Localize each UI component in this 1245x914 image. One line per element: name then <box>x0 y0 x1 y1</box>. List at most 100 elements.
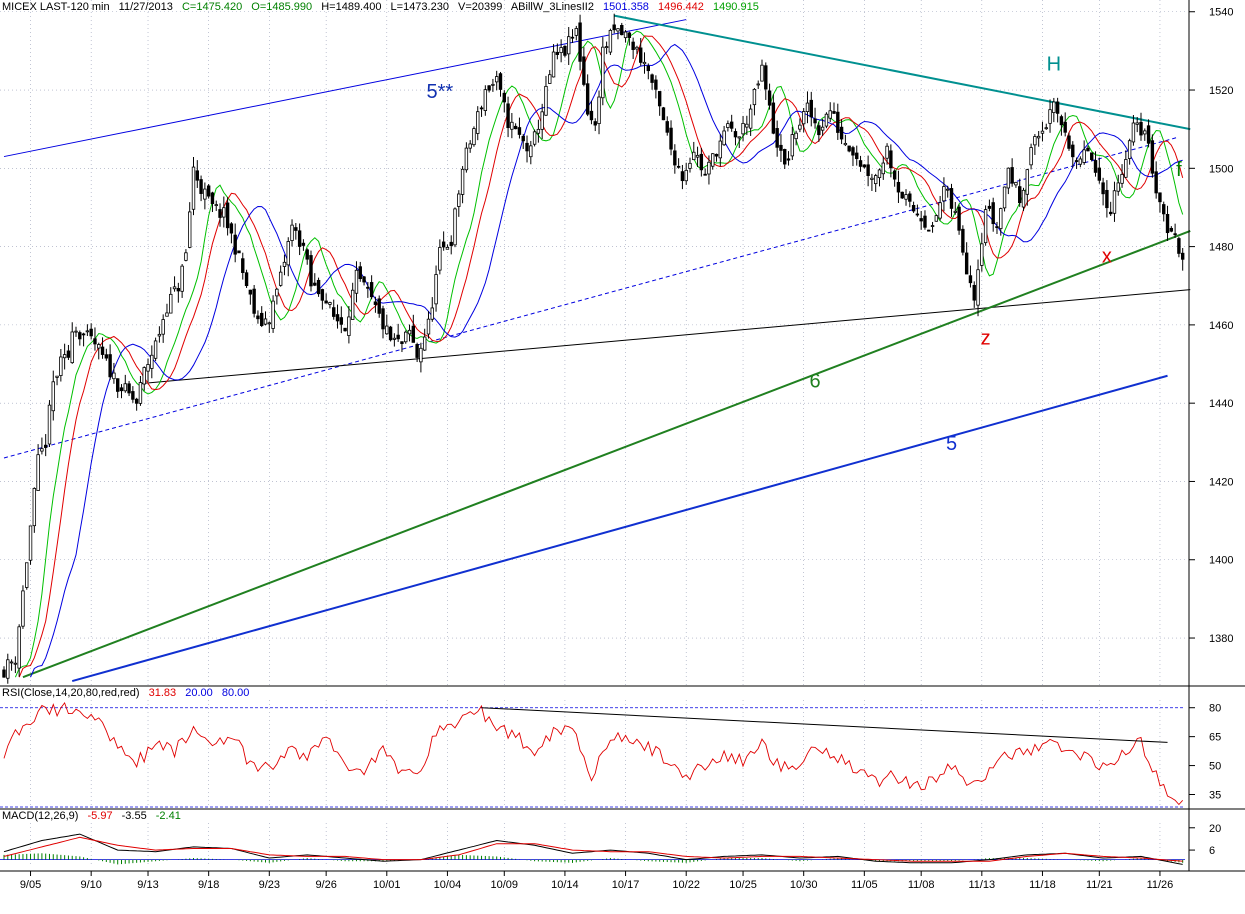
macd-panel <box>0 833 1185 865</box>
candle-body <box>271 300 275 329</box>
candle-body <box>51 381 55 412</box>
candle-body <box>1018 186 1022 204</box>
candle-body <box>309 255 313 287</box>
candle-body <box>347 316 351 336</box>
candle-body <box>665 121 669 133</box>
candle-body <box>843 142 848 146</box>
candle-body <box>1063 121 1067 133</box>
candle-body <box>946 188 950 191</box>
open-value: O=1485.990 <box>251 1 313 13</box>
candle-body <box>627 32 632 38</box>
candle-body <box>881 162 885 175</box>
rsi-low-level: 20.00 <box>185 687 213 699</box>
candle-body <box>741 123 745 135</box>
candle-body <box>540 111 544 130</box>
candle-body <box>729 121 734 129</box>
candle-body <box>783 148 787 165</box>
candle-body <box>430 307 434 320</box>
candle-body <box>388 326 393 341</box>
y-tick-label: 1460 <box>1209 320 1233 332</box>
volume-value: V=20399 <box>458 1 503 13</box>
candle-body <box>297 230 302 247</box>
candle-body <box>62 354 67 359</box>
candle-body <box>676 165 681 168</box>
candle-body <box>260 312 264 326</box>
x-tick-label: 10/17 <box>612 879 640 891</box>
candle-body <box>494 76 499 83</box>
candle-body <box>1093 160 1098 173</box>
candle-body <box>548 74 552 84</box>
candle-body <box>1165 213 1170 234</box>
candle-body <box>976 269 980 306</box>
candle-body <box>25 562 29 588</box>
green-trendline-6 <box>22 230 1191 679</box>
candle-body <box>1021 189 1026 208</box>
candle-body <box>532 131 537 145</box>
y-tick-label: 1440 <box>1209 398 1233 410</box>
macd-tick-label: 20 <box>1209 823 1221 835</box>
candle-body <box>316 279 321 295</box>
candle-body <box>434 274 438 305</box>
candle-body <box>559 47 563 54</box>
candle-body <box>623 31 628 39</box>
candle-body <box>707 161 711 175</box>
candle-body <box>305 249 309 260</box>
candle-body <box>203 188 207 200</box>
ma-fast-green <box>14 30 1184 678</box>
candle-body <box>601 46 605 99</box>
candle-body <box>476 111 480 134</box>
candle-body <box>695 154 700 158</box>
annotation-label: 6 <box>809 371 820 393</box>
candle-body <box>885 145 889 159</box>
candle-body <box>900 191 904 199</box>
candle-body <box>604 46 609 49</box>
x-tick-label: 9/05 <box>20 879 41 891</box>
candle-body <box>362 276 366 283</box>
candle-body <box>1105 189 1109 209</box>
candle-body <box>836 111 840 133</box>
candle-body <box>639 47 643 63</box>
candle-body <box>688 162 692 169</box>
candle-body <box>1048 109 1052 124</box>
trend-lines <box>3 14 1191 683</box>
candle-body <box>570 36 575 39</box>
candle-body <box>17 626 21 669</box>
candle-body <box>199 179 203 194</box>
annotation-label: z <box>981 327 991 349</box>
candle-body <box>923 215 927 228</box>
candle-body <box>377 298 381 314</box>
candle-body <box>745 123 749 128</box>
candle-body <box>756 83 760 86</box>
candle-body <box>150 354 154 369</box>
x-tick-label: 11/05 <box>851 879 878 891</box>
candle-body <box>419 347 423 363</box>
ma-slow-blue <box>30 43 1183 678</box>
candle-body <box>188 211 192 248</box>
candle-body <box>1173 233 1177 236</box>
candle-body <box>385 325 389 335</box>
rsi-tick-label: 80 <box>1209 703 1221 715</box>
candle-body <box>81 333 86 336</box>
candle-body <box>991 202 995 225</box>
candle-body <box>97 344 101 349</box>
x-tick-label: 9/26 <box>315 879 336 891</box>
candle-body <box>138 382 143 404</box>
candle-body <box>767 90 772 106</box>
candle-body <box>89 328 93 337</box>
macd-value: -5.97 <box>87 810 113 822</box>
teal-resistance-line <box>613 14 1191 131</box>
candle-body <box>407 329 412 335</box>
candle-body <box>555 51 560 55</box>
candle-body <box>278 271 283 286</box>
x-tick-label: 9/18 <box>198 879 219 891</box>
candle-body <box>426 318 431 335</box>
candle-body <box>934 215 939 222</box>
candle-body <box>66 350 71 358</box>
x-tick-label: 10/04 <box>434 879 462 891</box>
candle-body <box>798 124 802 130</box>
candle-body <box>21 590 25 627</box>
candle-body <box>267 322 271 325</box>
candle-body <box>1010 167 1014 184</box>
indicator-label: ABillW_3LinesII2 <box>510 1 594 13</box>
